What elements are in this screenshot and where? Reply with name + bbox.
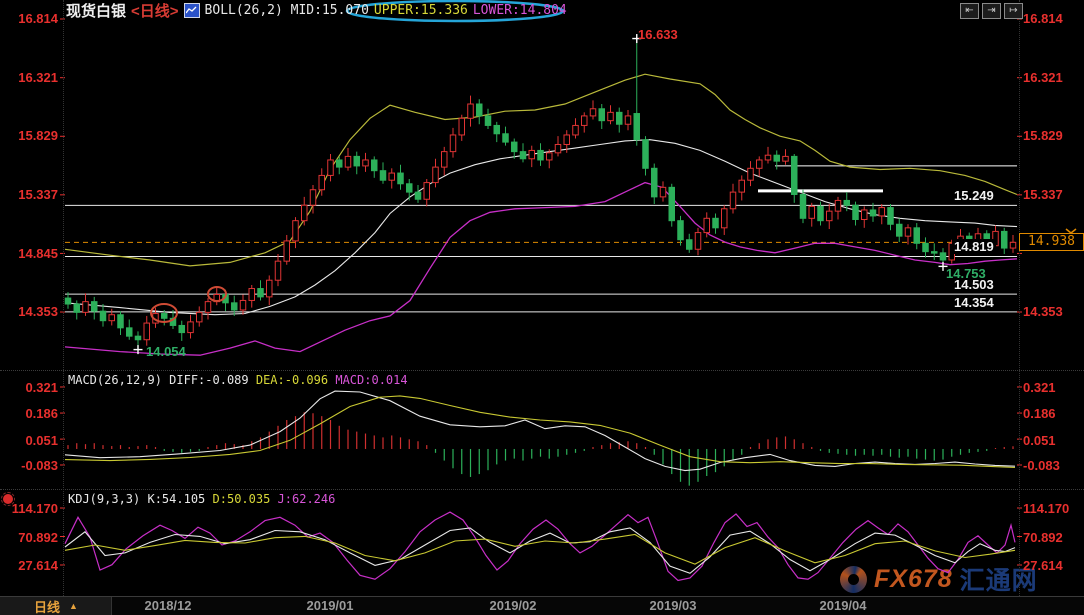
indicator-icon[interactable]	[183, 3, 200, 18]
tab-daily-label: 日线	[34, 599, 61, 615]
shift-right-icon[interactable]: ↦	[1004, 3, 1023, 19]
time-axis-bar: 日线 ▲ 2018/12 2019/01 2019/02 2019/03 201…	[0, 597, 1084, 615]
triangle-up-icon: ▲	[69, 601, 78, 611]
compress-right-icon[interactable]: ⇥	[982, 3, 1001, 19]
boll-mid-value: BOLL(26,2) MID:15.070	[204, 3, 369, 18]
boll-upper-value: UPPER:15.336	[373, 3, 468, 18]
alert-dot-icon[interactable]	[1, 492, 15, 506]
x-axis-date: 2019/02	[489, 598, 537, 613]
x-axis-date: 2019/01	[306, 598, 354, 613]
boll-lower-value: LOWER:14.804	[472, 3, 567, 18]
macd-kdj-divider	[0, 489, 1084, 490]
x-axis-date: 2019/03	[649, 598, 697, 613]
period-tag: <日线>	[131, 3, 179, 20]
left-axis-divider	[63, 0, 64, 596]
x-axis-date: 2018/12	[144, 598, 192, 613]
x-axis-date: 2019/04	[819, 598, 867, 613]
tab-daily-period[interactable]: 日线 ▲	[0, 597, 112, 615]
chart-header: 现货白银 <日线> BOLL(26,2) MID:15.070 UPPER:15.…	[66, 2, 567, 20]
main-macd-divider	[0, 370, 1084, 371]
compress-left-icon[interactable]: ⇤	[960, 3, 979, 19]
footer-divider	[0, 596, 1084, 597]
instrument-title: 现货白银	[66, 3, 127, 20]
right-axis-divider	[1019, 0, 1020, 596]
chart-toolbar: ⇤ ⇥ ↦	[960, 3, 1023, 19]
